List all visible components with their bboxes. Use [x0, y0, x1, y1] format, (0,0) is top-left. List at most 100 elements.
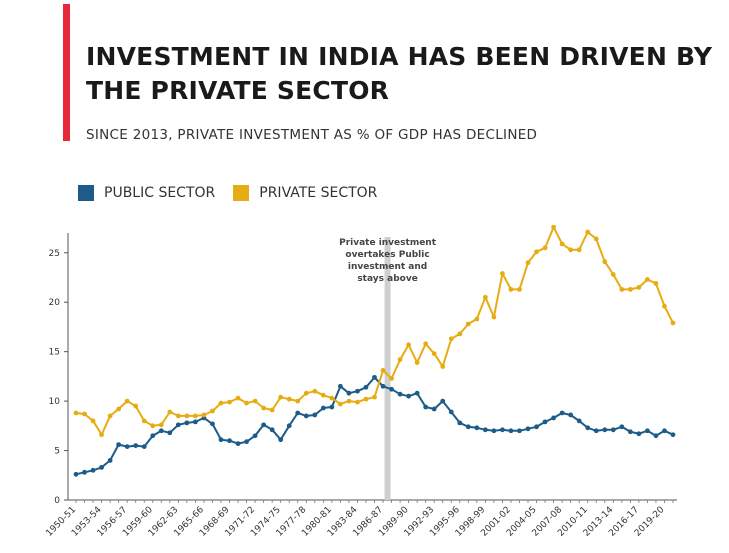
- data-point-private: [116, 406, 122, 412]
- data-point-public: [150, 433, 156, 439]
- annotation-text: stays above: [357, 274, 417, 284]
- data-point-public: [423, 404, 429, 410]
- data-point-private: [167, 409, 173, 415]
- data-point-private: [99, 432, 104, 438]
- data-point-private: [227, 399, 232, 405]
- legend-label-private: PRIVATE SECTOR: [259, 185, 378, 201]
- data-point-public: [252, 433, 258, 439]
- data-point-private: [295, 398, 301, 404]
- line-chart: 05101520251950-511953-541956-571959-6019…: [44, 225, 677, 539]
- data-point-public: [73, 471, 79, 477]
- data-point-private: [346, 398, 352, 404]
- data-point-private: [355, 399, 360, 405]
- data-point-public: [312, 412, 318, 418]
- data-point-private: [158, 422, 164, 428]
- legend-swatch-public: [78, 185, 94, 201]
- data-point-public: [559, 410, 565, 416]
- data-point-private: [662, 303, 667, 309]
- data-point-private: [534, 249, 539, 255]
- data-point-private: [133, 403, 139, 409]
- y-tick-label: 15: [49, 348, 60, 358]
- data-point-public: [337, 383, 343, 389]
- data-point-public: [184, 420, 190, 426]
- data-point-public: [627, 429, 633, 435]
- data-point-private: [517, 286, 522, 292]
- data-point-private: [636, 284, 642, 290]
- data-point-public: [448, 409, 454, 415]
- data-point-private: [431, 351, 437, 357]
- data-point-public: [465, 424, 471, 430]
- data-point-public: [636, 431, 642, 437]
- data-point-private: [474, 316, 480, 322]
- y-tick-label: 25: [49, 249, 60, 259]
- data-point-private: [423, 341, 429, 347]
- data-point-public: [380, 383, 386, 389]
- data-point-private: [406, 342, 412, 348]
- data-point-private: [653, 281, 659, 286]
- data-point-private: [551, 225, 556, 230]
- data-point-public: [82, 469, 87, 475]
- data-point-private: [312, 388, 318, 394]
- data-point-public: [295, 410, 301, 416]
- data-point-private: [193, 413, 198, 419]
- data-point-private: [210, 408, 215, 414]
- y-tick-label: 20: [49, 298, 61, 308]
- data-point-private: [150, 423, 156, 429]
- data-point-private: [397, 357, 403, 362]
- data-point-public: [141, 444, 147, 449]
- data-point-public: [158, 428, 164, 434]
- annotation-text: Private investment: [339, 238, 437, 248]
- data-point-public: [235, 441, 241, 447]
- legend-item-public: PUBLIC SECTOR: [78, 185, 215, 201]
- data-point-public: [602, 427, 608, 433]
- data-point-public: [116, 442, 122, 448]
- data-point-public: [585, 425, 591, 431]
- annotation-text: overtakes Public: [345, 250, 429, 260]
- data-point-public: [193, 419, 198, 425]
- data-point-private: [244, 400, 249, 406]
- data-point-public: [551, 415, 556, 421]
- data-point-public: [329, 404, 335, 410]
- data-point-public: [278, 437, 284, 443]
- data-point-private: [124, 398, 130, 404]
- data-point-public: [99, 464, 104, 470]
- data-point-public: [397, 391, 403, 397]
- data-point-private: [602, 259, 608, 265]
- data-point-public: [457, 420, 463, 426]
- data-point-private: [568, 247, 574, 253]
- data-point-private: [389, 375, 394, 381]
- legend-item-private: PRIVATE SECTOR: [233, 185, 377, 201]
- data-point-private: [82, 411, 87, 417]
- data-point-private: [278, 394, 284, 400]
- data-point-private: [414, 360, 420, 365]
- data-point-public: [542, 419, 548, 425]
- data-point-private: [261, 405, 267, 411]
- data-point-public: [610, 427, 616, 433]
- data-point-private: [670, 320, 676, 326]
- y-tick-label: 10: [49, 397, 61, 407]
- data-point-private: [320, 392, 326, 398]
- data-point-private: [269, 407, 275, 413]
- chart-title: INVESTMENT IN INDIA HAS BEEN DRIVEN BY T…: [86, 42, 713, 105]
- data-point-private: [141, 418, 147, 424]
- data-point-public: [346, 390, 352, 396]
- y-tick-label: 0: [54, 496, 60, 506]
- annotation-band: [384, 237, 391, 500]
- data-point-private: [457, 331, 463, 337]
- data-point-private: [500, 271, 505, 276]
- data-point-public: [303, 413, 309, 419]
- data-point-private: [542, 245, 548, 251]
- legend-swatch-private: [233, 185, 250, 201]
- data-point-public: [482, 427, 488, 433]
- data-point-public: [389, 386, 394, 392]
- data-point-public: [474, 425, 480, 431]
- data-point-private: [508, 286, 514, 292]
- data-point-private: [559, 241, 565, 247]
- data-point-private: [252, 398, 258, 404]
- data-point-private: [448, 336, 454, 342]
- data-point-private: [645, 277, 650, 282]
- data-point-public: [355, 388, 360, 394]
- data-point-private: [73, 410, 79, 416]
- data-point-private: [610, 272, 616, 277]
- data-point-private: [218, 400, 224, 406]
